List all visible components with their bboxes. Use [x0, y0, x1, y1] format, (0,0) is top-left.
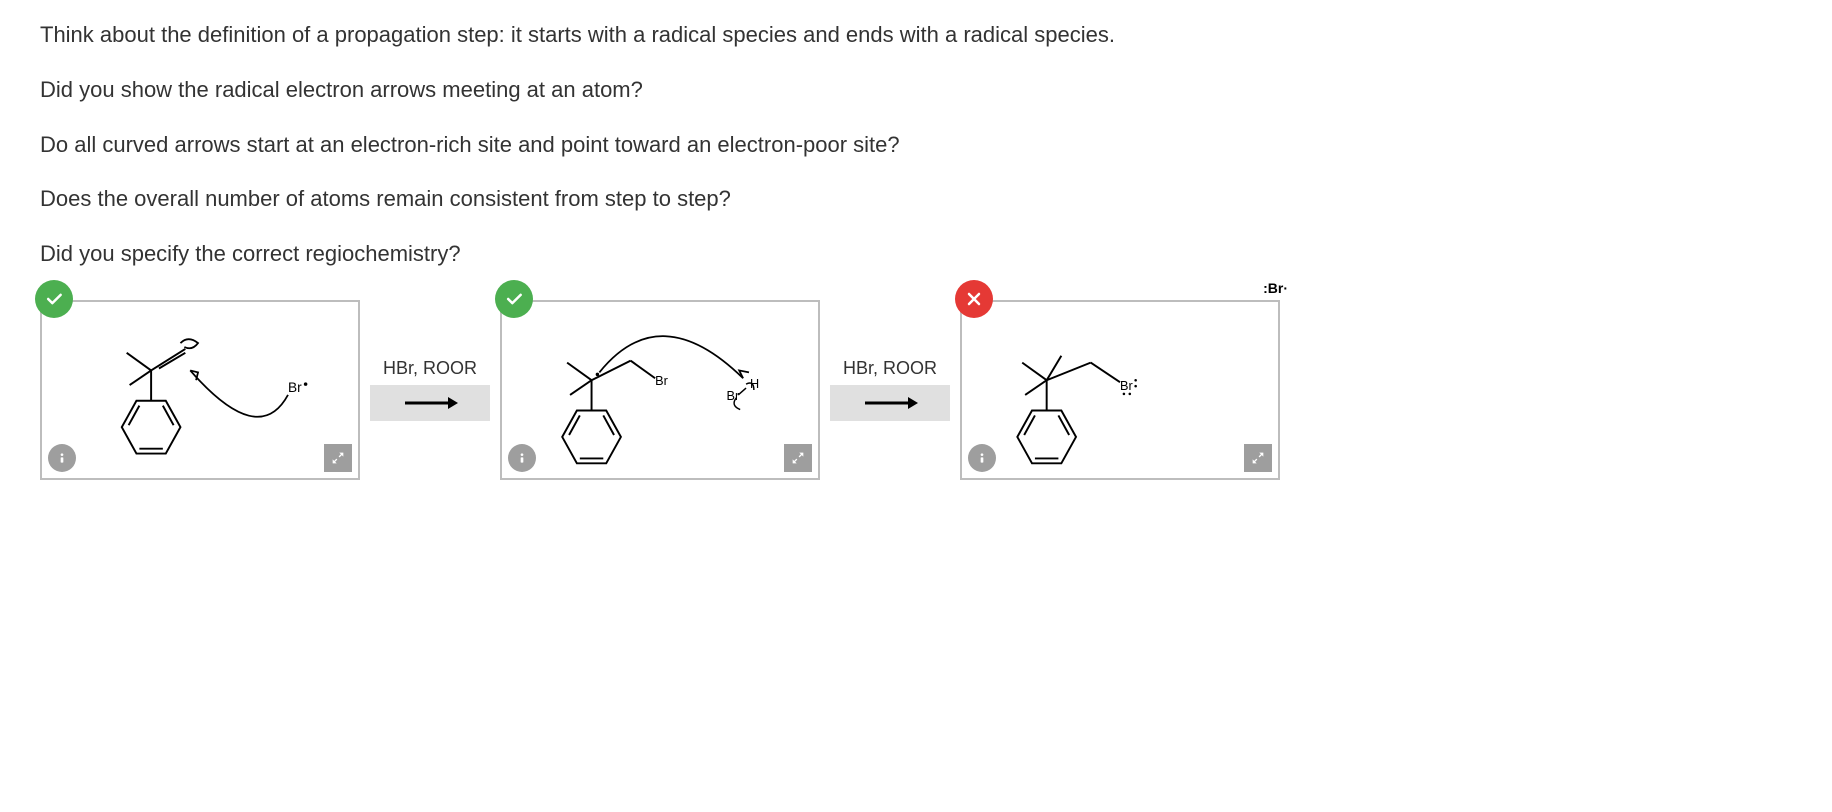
reaction-arrow-1: HBr, ROOR	[360, 358, 500, 421]
expand-icon[interactable]	[1244, 444, 1272, 472]
hint-text: Did you specify the correct regiochemist…	[40, 239, 1792, 270]
structure-panel[interactable]: Br	[40, 300, 360, 480]
check-icon	[495, 280, 533, 318]
reagent-label: HBr, ROOR	[383, 358, 477, 379]
structure-drawing: Br	[42, 302, 358, 478]
expand-icon[interactable]	[784, 444, 812, 472]
svg-text:Br: Br	[655, 373, 668, 388]
x-icon	[955, 280, 993, 318]
hints-block: Think about the definition of a propagat…	[40, 20, 1792, 270]
info-icon[interactable]	[48, 444, 76, 472]
br-label: Br	[288, 380, 302, 395]
svg-text:Br: Br	[726, 388, 739, 403]
structure-drawing: Br	[962, 302, 1278, 478]
check-icon	[35, 280, 73, 318]
hint-text: Does the overall number of atoms remain …	[40, 184, 1792, 215]
hint-text: Think about the definition of a propagat…	[40, 20, 1792, 51]
info-icon[interactable]	[508, 444, 536, 472]
panel-1: Br	[40, 300, 360, 480]
br-radical-label: :Br·	[1263, 280, 1288, 296]
hint-text: Did you show the radical electron arrows…	[40, 75, 1792, 106]
info-icon[interactable]	[968, 444, 996, 472]
reagent-label: HBr, ROOR	[843, 358, 937, 379]
reaction-arrow-2: HBr, ROOR	[820, 358, 960, 421]
svg-text:Br: Br	[1120, 378, 1133, 393]
expand-icon[interactable]	[324, 444, 352, 472]
panel-2: Br H Br	[500, 300, 820, 480]
hint-text: Do all curved arrows start at an electro…	[40, 130, 1792, 161]
structure-panel[interactable]: :Br· Br	[960, 300, 1280, 480]
structure-drawing: Br H Br	[502, 302, 818, 478]
structure-panel[interactable]: Br H Br	[500, 300, 820, 480]
reaction-panels-row: Br HBr, ROOR	[40, 300, 1792, 480]
arrow-box	[370, 385, 490, 421]
panel-3: :Br· Br	[960, 300, 1280, 480]
arrow-box	[830, 385, 950, 421]
